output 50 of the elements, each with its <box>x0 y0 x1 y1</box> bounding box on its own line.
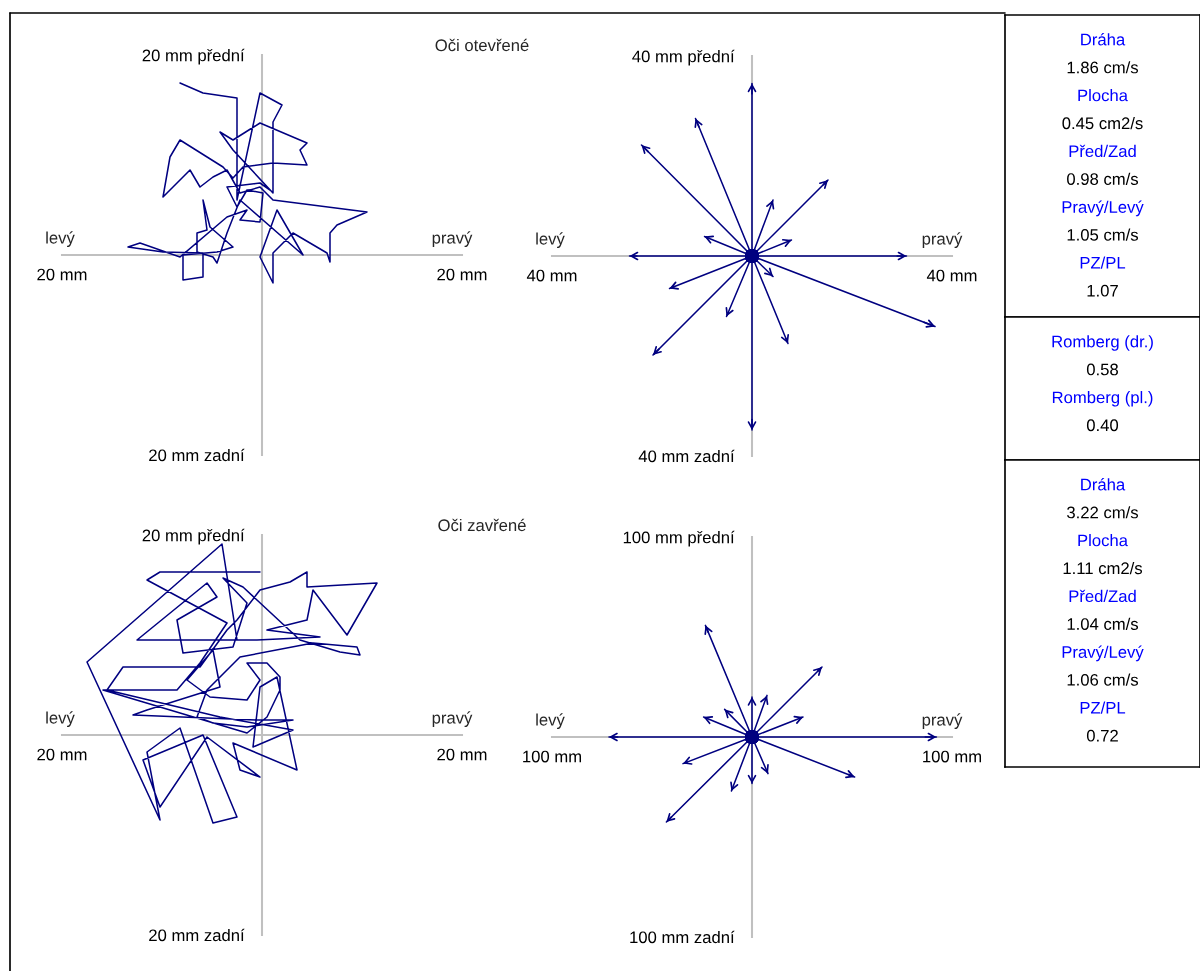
text: Romberg (dr.) <box>1052 335 1153 351</box>
y-tick-label: 20 mm zadní <box>149 448 245 462</box>
text: Před/Zad <box>1069 144 1136 158</box>
text: Před/Zad <box>1069 589 1136 603</box>
x-tick-label: 40 mm <box>526 269 577 282</box>
text: 0.40 <box>1086 419 1119 432</box>
x-tick-label: 100 mm <box>923 750 982 763</box>
text: Pravý/Levý <box>1062 645 1144 662</box>
annotation: pravý <box>432 711 473 727</box>
text: 1.11 cm2/s <box>1063 561 1143 575</box>
text: Dráha <box>1081 33 1126 46</box>
text: 1.06 cm/s <box>1067 673 1139 686</box>
y-tick-label: 20 mm zadní <box>149 928 245 942</box>
y-tick-label: 20 mm přední <box>142 528 245 545</box>
x-tick-label: 100 mm <box>523 750 582 763</box>
x-tick-label: 20 mm <box>437 268 487 281</box>
annotation: pravý <box>922 713 963 729</box>
annotation: pravý <box>922 232 963 248</box>
annotation: pravý <box>432 231 473 247</box>
text: 1.07 <box>1087 284 1118 297</box>
annotation: levý <box>46 711 75 727</box>
text: 0.58 <box>1086 363 1118 376</box>
text: PZ/PL <box>1080 256 1126 269</box>
y-tick-label: 40 mm zadní <box>638 449 735 463</box>
x-tick-label: 20 mm <box>37 748 87 761</box>
text: 1.05 cm/s <box>1067 228 1139 241</box>
text: Plocha <box>1078 89 1128 102</box>
x-tick-label: 40 mm <box>926 269 977 282</box>
text: 3.22 cm/s <box>1067 506 1139 519</box>
text: 1.86 cm/s <box>1067 61 1139 74</box>
y-tick-label: 20 mm přední <box>142 48 245 65</box>
text: Plocha <box>1078 534 1128 547</box>
text: 0.98 cm/s <box>1067 172 1139 185</box>
text: 0.72 <box>1086 729 1118 742</box>
text: 1.04 cm/s <box>1067 617 1139 630</box>
annotation: levý <box>536 713 565 729</box>
chart-title: Oči otevřené <box>435 38 529 52</box>
annotation: levý <box>536 232 565 248</box>
text: Romberg (pl.) <box>1052 391 1153 407</box>
chart-title: Oči zavřené <box>438 518 526 532</box>
x-tick-label: 20 mm <box>437 748 487 761</box>
text: PZ/PL <box>1080 701 1126 714</box>
y-tick-label: 100 mm zadní <box>630 930 735 944</box>
text: Dráha <box>1081 478 1126 491</box>
text: Pravý/Levý <box>1062 200 1144 217</box>
x-tick-label: 20 mm <box>37 268 87 281</box>
y-tick-label: 100 mm přední <box>623 530 735 547</box>
y-tick-label: 40 mm přední <box>632 49 735 66</box>
text: 0.45 cm2/s <box>1062 116 1143 130</box>
annotation: levý <box>46 231 75 247</box>
